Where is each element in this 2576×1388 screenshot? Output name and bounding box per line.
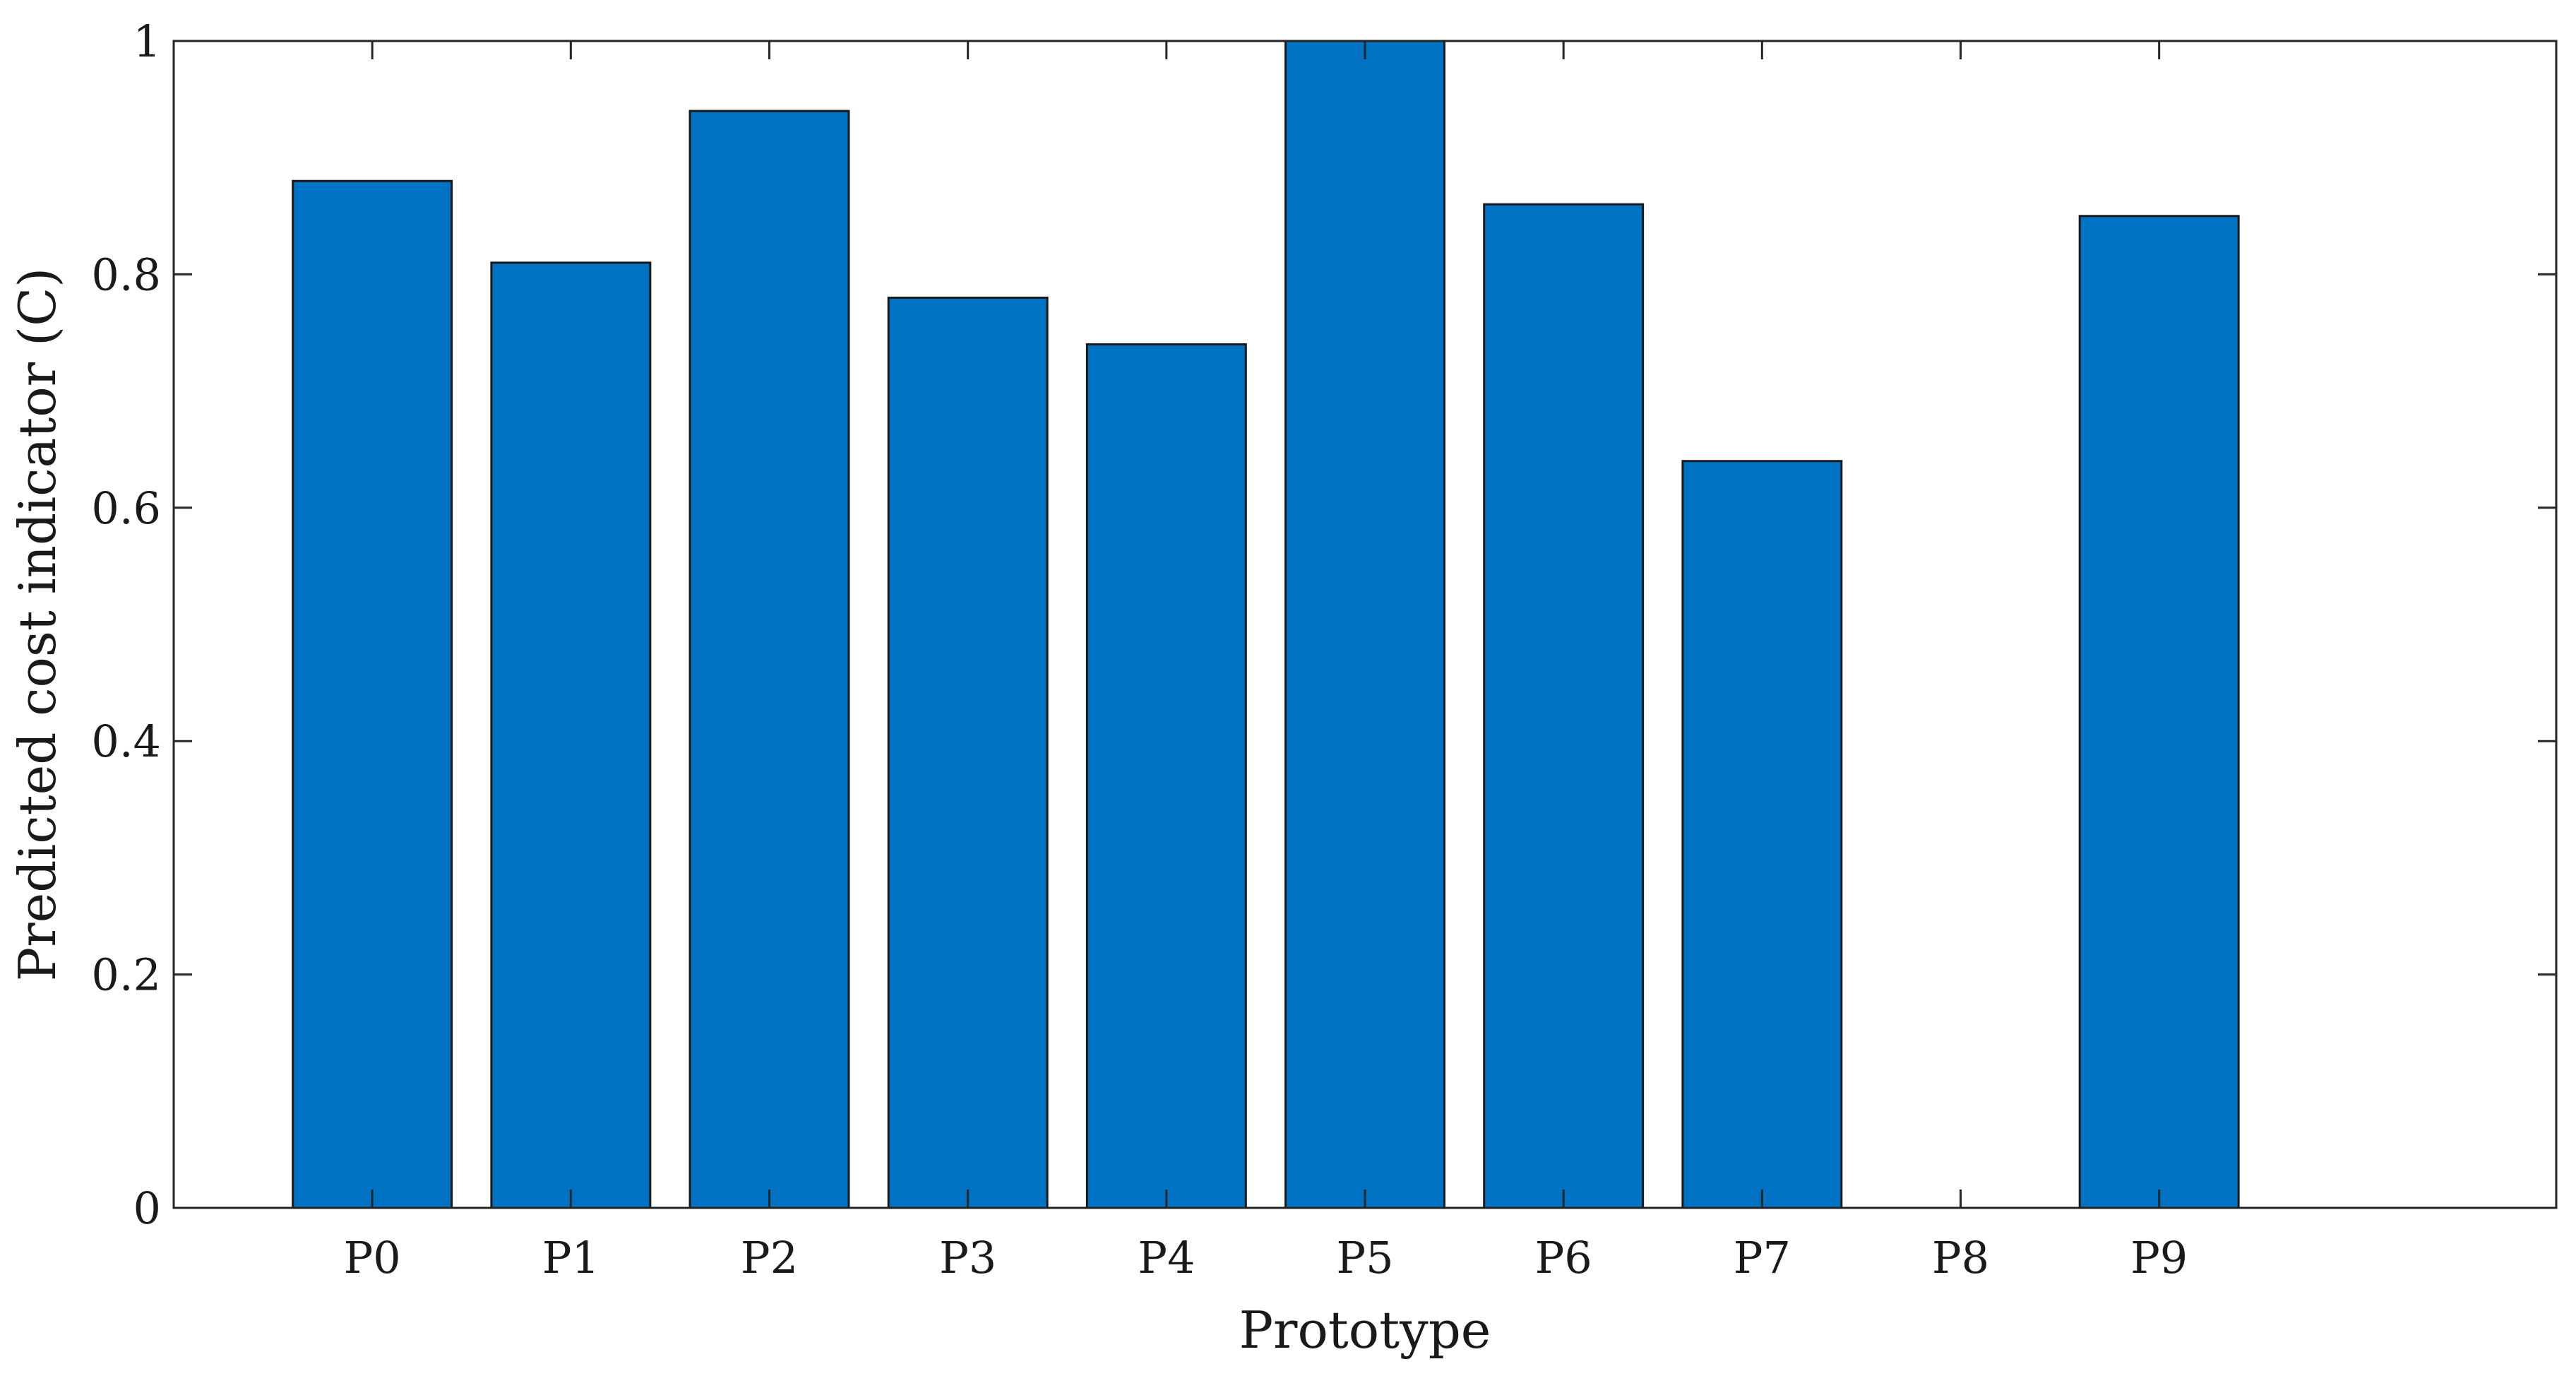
x-tick-label-p6: P6 (1535, 1232, 1592, 1283)
bar-p1 (490, 261, 652, 1209)
bar-p3 (887, 296, 1049, 1209)
bar-p4 (1085, 343, 1247, 1209)
y-axis-label: Predicted cost indicator (C) (8, 268, 67, 982)
bar-p9 (2078, 215, 2240, 1209)
y-tick-label-3: 0.6 (91, 482, 161, 534)
bar-p2 (688, 109, 850, 1209)
x-tick-label-p3: P3 (939, 1232, 996, 1283)
y-tick-label-5: 1 (133, 16, 161, 67)
x-tick-label-p0: P0 (344, 1232, 401, 1283)
y-tick-label-2: 0.4 (91, 716, 161, 767)
x-tick-label-p7: P7 (1734, 1232, 1791, 1283)
x-tick-label-p2: P2 (741, 1232, 798, 1283)
y-tick-label-0: 0 (133, 1182, 161, 1234)
bar-p5 (1284, 40, 1445, 1209)
bars-layer (292, 40, 2240, 1209)
x-tick-label-p8: P8 (1932, 1232, 1989, 1283)
x-tick-label-p5: P5 (1336, 1232, 1393, 1283)
x-tick-label-p4: P4 (1138, 1232, 1195, 1283)
x-tick-label-p1: P1 (542, 1232, 600, 1283)
x-axis-label: Prototype (1239, 1300, 1491, 1360)
bar-p7 (1681, 460, 1843, 1209)
bar-p6 (1483, 203, 1645, 1209)
ticks-layer: P0 P1 P2 P3 P4 P5 P6 P7 P8 P9 0 0.2 0.4 0.6 0.8 1 (91, 16, 2556, 1283)
bar-p0 (292, 179, 453, 1209)
y-tick-label-1: 0.2 (91, 949, 161, 1001)
x-tick-label-p9: P9 (2130, 1232, 2188, 1283)
y-tick-label-4: 0.8 (91, 249, 161, 300)
